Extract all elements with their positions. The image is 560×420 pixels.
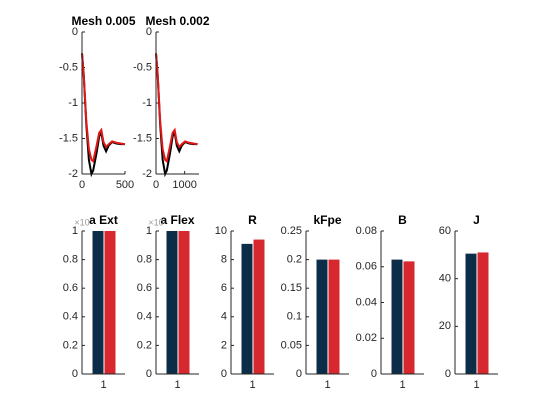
bar [253, 239, 265, 374]
y-tick-label: 4 [221, 311, 227, 323]
y-tick-label: -1.5 [133, 132, 152, 144]
y-tick-label: 0 [146, 26, 152, 38]
x-tick-label: 1000 [172, 179, 196, 191]
axis-exponent: ×10 [74, 217, 89, 227]
bar [391, 259, 403, 374]
y-tick-label: 0 [146, 368, 152, 380]
y-tick-label: 40 [439, 273, 451, 285]
y-tick-label: 0.08 [356, 225, 377, 237]
y-tick-label: -1 [142, 97, 152, 109]
x-tick-label: 1 [174, 379, 180, 391]
y-tick-label: 0.02 [356, 332, 377, 344]
bar [465, 253, 477, 374]
bar [403, 261, 415, 374]
y-tick-label: -2 [142, 168, 152, 180]
y-tick-label: 0.2 [137, 339, 152, 351]
y-tick-label: 0.15 [281, 282, 302, 294]
y-tick-label: 0.2 [63, 339, 78, 351]
y-tick-label: 0 [296, 368, 302, 380]
bar [328, 259, 340, 374]
y-tick-label: 0.4 [137, 311, 152, 323]
y-tick-label: 6 [221, 282, 227, 294]
y-tick-label: 0.25 [281, 225, 302, 237]
line [155, 53, 198, 164]
x-tick-label: 0 [79, 179, 85, 191]
y-tick-label: 0.2 [287, 254, 302, 266]
y-tick-label: 0 [72, 26, 78, 38]
plot-title: a Ext [89, 213, 118, 227]
axis-exponent: ×10 [148, 217, 163, 227]
y-tick-label: 0.6 [63, 282, 78, 294]
y-tick-label: 0.4 [63, 311, 78, 323]
y-tick-label: 60 [439, 225, 451, 237]
y-tick-label: 0 [72, 368, 78, 380]
x-tick-label: 1 [324, 379, 330, 391]
y-tick-label: 0.05 [281, 339, 302, 351]
y-tick-label: -2 [68, 168, 78, 180]
x-tick-label: 1 [100, 379, 106, 391]
y-tick-label: -0.5 [59, 61, 78, 73]
x-tick-label: 1 [249, 379, 255, 391]
plot-title: Mesh 0.005 [71, 14, 135, 28]
x-tick-label: 500 [116, 179, 134, 191]
y-tick-label: 10 [215, 225, 227, 237]
x-tick-label: 1 [399, 379, 405, 391]
y-tick-label: 0.04 [356, 296, 377, 308]
plot-title: B [398, 213, 407, 227]
bar [241, 243, 253, 374]
x-tick-label: 0 [153, 179, 159, 191]
line [81, 53, 125, 178]
x-tick-label: 1 [473, 379, 479, 391]
plot-title: Mesh 0.002 [145, 14, 209, 28]
y-tick-label: 1 [72, 225, 78, 237]
y-tick-label: 0 [445, 368, 451, 380]
plot-title: kFpe [313, 213, 341, 227]
y-tick-label: -1 [68, 97, 78, 109]
y-tick-label: 0.1 [287, 311, 302, 323]
y-tick-label: 0 [221, 368, 227, 380]
y-tick-label: 0.8 [137, 254, 152, 266]
y-tick-label: 2 [221, 339, 227, 351]
y-tick-label: 0.6 [137, 282, 152, 294]
plot-title: J [473, 213, 480, 227]
bar [104, 231, 116, 374]
line [155, 53, 198, 178]
bar [166, 231, 178, 374]
y-tick-label: 20 [439, 320, 451, 332]
bar [178, 231, 190, 374]
y-tick-label: -1.5 [59, 132, 78, 144]
y-tick-label: 0.8 [63, 254, 78, 266]
y-tick-label: 0 [371, 368, 377, 380]
bar [316, 259, 328, 374]
bar [477, 252, 489, 374]
y-tick-label: 8 [221, 254, 227, 266]
line [81, 53, 126, 164]
bar [92, 231, 104, 374]
y-tick-label: 1 [146, 225, 152, 237]
plot-title: R [248, 213, 257, 227]
y-tick-label: 0.06 [356, 261, 377, 273]
plot-title: a Flex [160, 213, 194, 227]
y-tick-label: -0.5 [133, 61, 152, 73]
